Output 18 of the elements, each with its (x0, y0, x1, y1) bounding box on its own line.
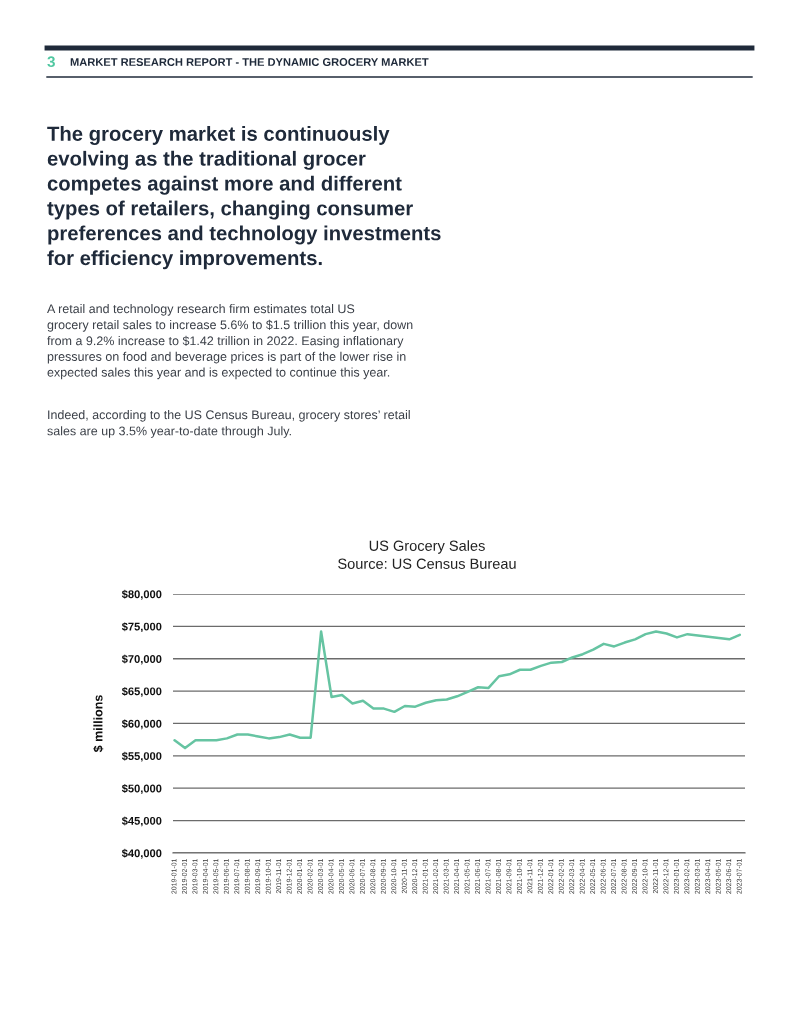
chart-subtitle: Source: US Census Bureau (338, 558, 516, 569)
line-series (173, 630, 742, 750)
y-tick-label: $60,000 (121, 719, 162, 730)
y-tick-label: $80,000 (121, 589, 162, 600)
y-tick-label: $65,000 (121, 686, 162, 697)
y-tick-label: $55,000 (121, 751, 162, 762)
y-tick-label: $45,000 (121, 816, 162, 827)
text: A retail and technology research firm estimates total US grocery retail sales to increase 5.6% to $1.5 trillion this year, down from a 9.2% increase to $1.42 trillion in 2022. Easing inflationary pressures on food and beverage prices is part of the lower rise in expected sales this year and is expected to continue this year. (47, 304, 413, 380)
text: MARKET RESEARCH REPORT - THE DYNAMIC GROCERY MARKET (70, 58, 429, 66)
y-tick-label: $70,000 (121, 654, 162, 665)
text: Indeed, according to the US Census Bureau, grocery stores’ retail sales are up 3.5% year-to-date through July. (47, 410, 410, 438)
y-axis-title: $ millions (93, 695, 104, 753)
y-tick-label: $50,000 (121, 784, 162, 794)
y-tick-label: $40,000 (121, 848, 162, 859)
text: 3 (47, 56, 55, 68)
chart-title: US Grocery Sales (369, 540, 485, 554)
y-tick-label: $75,000 (121, 622, 162, 633)
text: The grocery market is continuously evolving as the traditional grocer competes against more and different types of retailers, changing consumer preferences and technology investments for efficiency improvements. (47, 126, 441, 270)
